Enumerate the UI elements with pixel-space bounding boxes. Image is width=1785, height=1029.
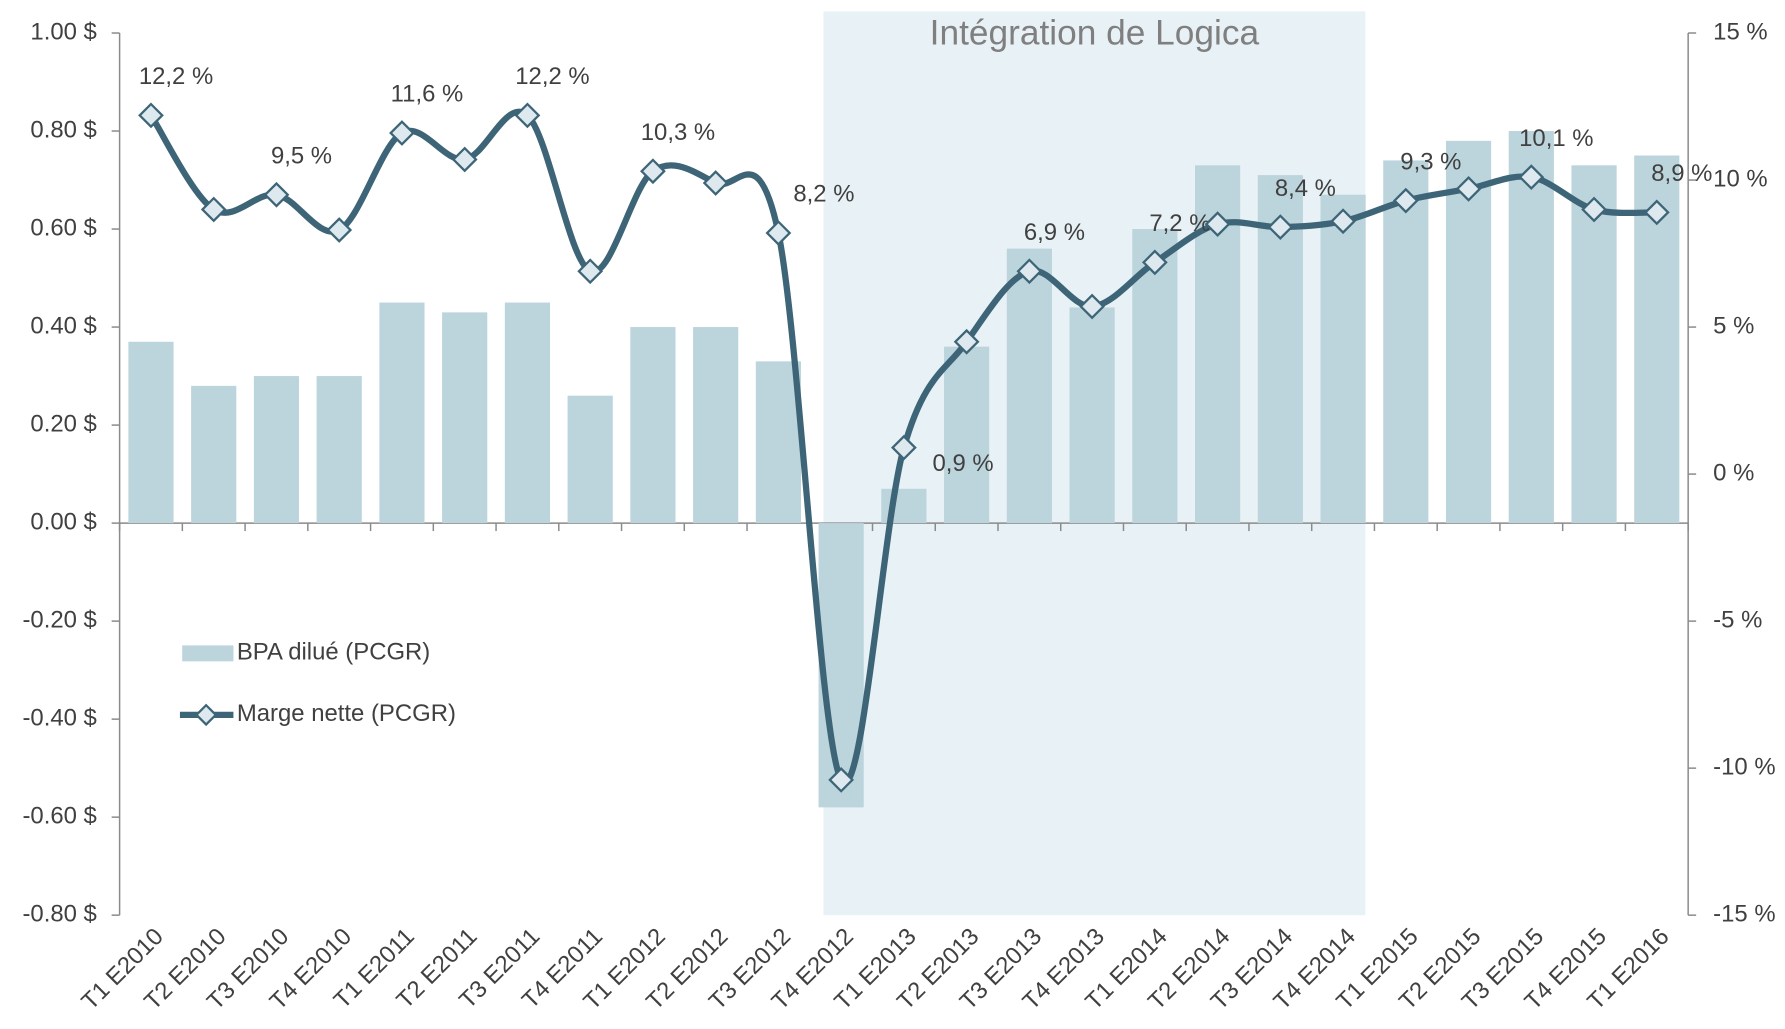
data-label: 10,3 % — [641, 119, 715, 146]
bar — [316, 376, 362, 524]
y2-tick-label: -15 % — [1713, 900, 1775, 927]
marker — [389, 120, 415, 146]
y-tick-label: -0.80 $ — [22, 900, 96, 927]
data-label: 0,9 % — [933, 450, 994, 477]
y2-tick-label: 0 % — [1713, 459, 1754, 486]
marker — [1141, 249, 1168, 276]
data-label: 7,2 % — [1149, 210, 1210, 237]
bar — [1383, 160, 1429, 524]
y2-tick-label: 10 % — [1713, 165, 1767, 192]
marker — [1079, 293, 1105, 320]
marker — [953, 328, 980, 355]
marker — [514, 102, 541, 129]
marker — [1016, 258, 1043, 285]
y2-tick-label: 5 % — [1713, 312, 1754, 339]
legend-swatch — [182, 645, 234, 662]
y2-tick-label: -5 % — [1713, 606, 1762, 633]
bar — [379, 302, 425, 524]
bar — [504, 302, 551, 524]
data-label: 8,9 % — [1651, 160, 1712, 187]
bar — [944, 346, 990, 524]
bar — [1320, 194, 1366, 524]
bar — [128, 341, 174, 524]
y2-tick-label: 15 % — [1713, 18, 1767, 45]
y-tick-label: -0.60 $ — [22, 802, 96, 829]
bar — [1508, 131, 1554, 524]
bar — [191, 385, 237, 524]
bar — [630, 327, 676, 524]
y-tick-label: 1.00 $ — [30, 18, 96, 45]
bar — [755, 361, 801, 524]
y-tick-label: -0.40 $ — [22, 704, 96, 731]
marker — [263, 181, 290, 208]
legend-label: Marge nette (PCGR) — [237, 700, 456, 727]
marker — [200, 196, 227, 223]
bar — [442, 312, 488, 524]
marker — [1330, 208, 1356, 235]
marker — [138, 102, 164, 129]
bar — [253, 376, 300, 524]
legend-marker — [194, 703, 218, 727]
marker — [765, 220, 792, 246]
marker — [1267, 214, 1294, 240]
data-label: 12,2 % — [515, 63, 589, 90]
marker — [1455, 175, 1482, 202]
marker — [891, 434, 917, 461]
bar — [1069, 307, 1115, 524]
data-label: 12,2 % — [139, 63, 213, 90]
marker — [1204, 211, 1231, 238]
data-label: 8,2 % — [793, 181, 854, 208]
bar — [1571, 165, 1617, 524]
data-label: 10,1 % — [1519, 125, 1593, 152]
marker — [577, 258, 604, 285]
y2-tick-label: -10 % — [1713, 753, 1775, 780]
marker — [451, 146, 478, 173]
annotation-text: Intégration de Logica — [930, 14, 1260, 53]
data-label: 9,5 % — [271, 142, 332, 169]
y-tick-label: 0.80 $ — [30, 116, 96, 143]
bar — [567, 395, 613, 524]
marker — [828, 767, 855, 793]
y-tick-label: 0.60 $ — [30, 214, 96, 241]
marker — [1392, 187, 1419, 214]
legend-label: BPA dilué (PCGR) — [237, 639, 430, 666]
marker — [1518, 164, 1545, 190]
marker — [326, 217, 353, 243]
y-tick-label: -0.20 $ — [22, 606, 96, 633]
marker — [640, 158, 666, 185]
data-label: 8,4 % — [1275, 175, 1336, 202]
bar — [1006, 248, 1052, 524]
y-tick-label: 0.40 $ — [30, 312, 96, 339]
data-label: 9,3 % — [1400, 148, 1461, 175]
marker — [1643, 199, 1670, 226]
marker — [1581, 196, 1607, 223]
y-tick-label: 0.20 $ — [30, 410, 96, 437]
marker — [702, 170, 729, 196]
bar — [1445, 140, 1492, 524]
bar — [693, 327, 739, 524]
y-tick-label: 0.00 $ — [30, 508, 96, 535]
data-label: 11,6 % — [391, 81, 464, 108]
data-label: 6,9 % — [1024, 219, 1085, 246]
